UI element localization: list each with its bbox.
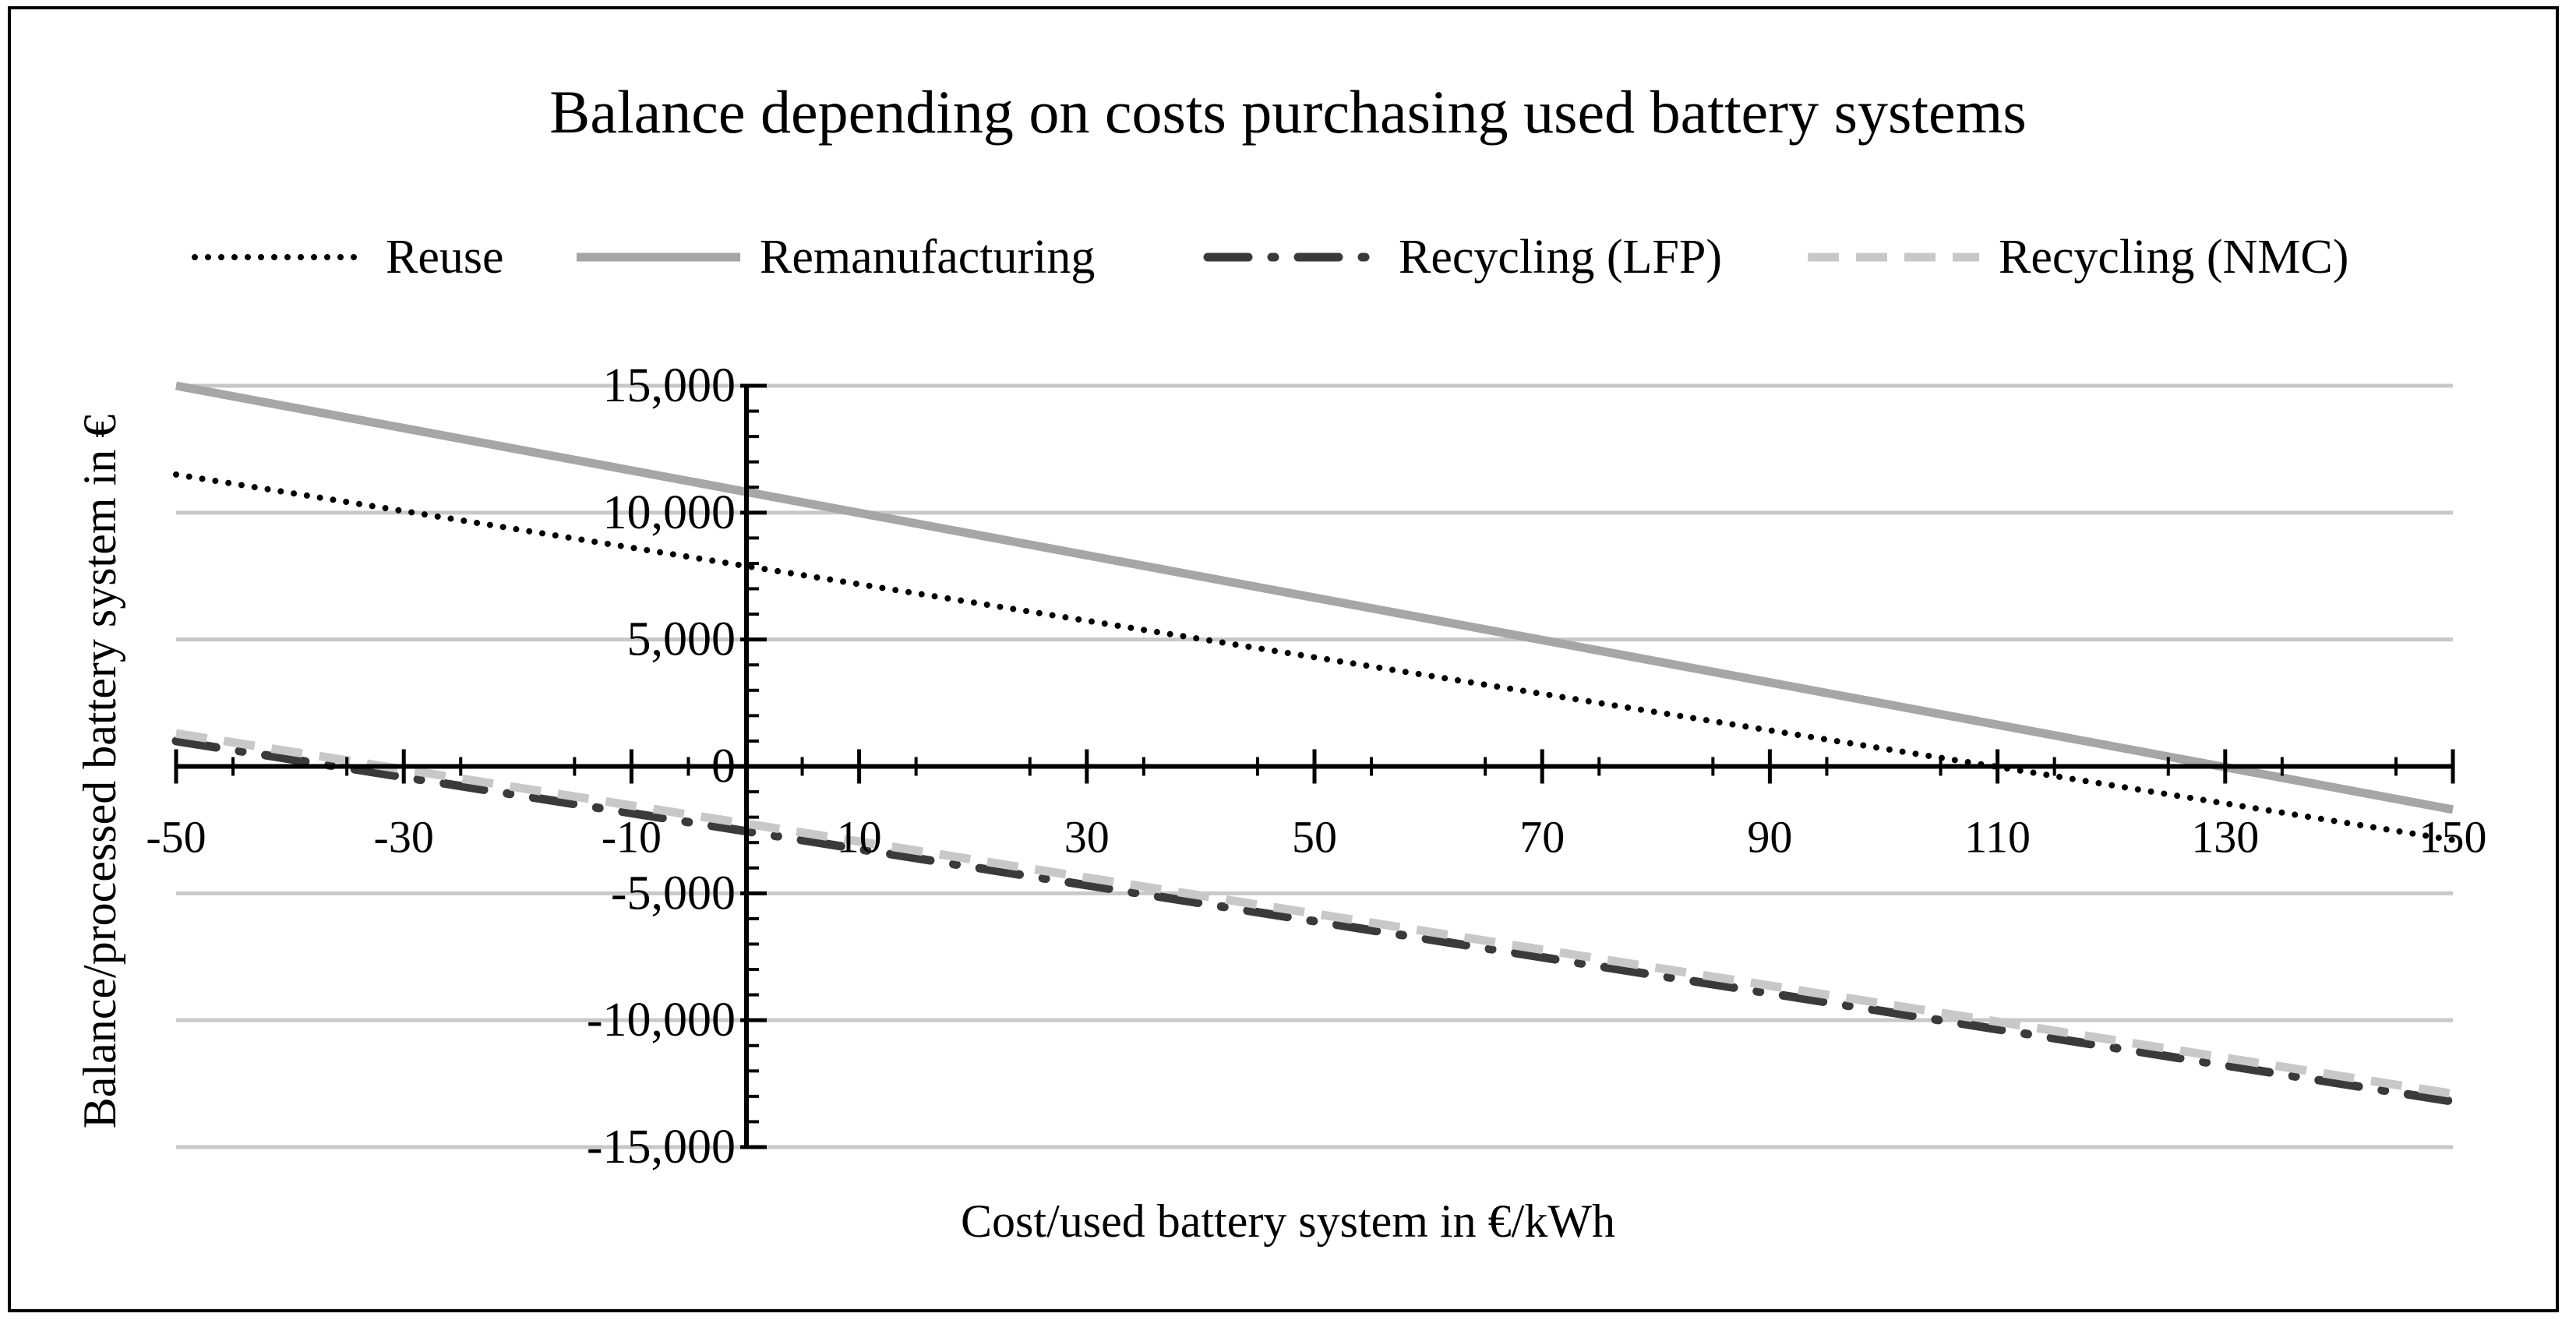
y-tick-label-4: -5,000 (611, 867, 736, 920)
legend-label-3: Recycling (NMC) (1999, 231, 2348, 284)
y-tick-label-3: 0 (711, 740, 736, 793)
x-tick-label-0: -50 (146, 812, 206, 863)
x-tick-label-8: 110 (1964, 812, 2031, 863)
y-tick-label-2: 5,000 (627, 613, 736, 666)
x-tick-label-7: 90 (1747, 812, 1792, 863)
y-axis-label: Balance/processed battery system in € (74, 415, 125, 1128)
y-tick-label-1: 10,000 (603, 486, 736, 539)
gridlines (176, 383, 2453, 1149)
x-tick-label-9: 130 (2191, 812, 2259, 863)
y-tick-label-6: -15,000 (587, 1121, 736, 1174)
x-tick-label-6: 70 (1519, 812, 1565, 863)
series-line-recycling-lfp (171, 736, 2458, 1106)
x-axis-label: Cost/used battery system in €/kWh (961, 1195, 1615, 1247)
series-line-reuse (173, 471, 2456, 843)
series-line-remanufacturing (175, 381, 2454, 814)
tick-labels: -50 -30 -10 10 30 50 70 90 110 130 150 15,000 10,000… (146, 359, 2486, 1174)
y-tick-label-0: 15,000 (603, 359, 736, 412)
chart-title: Balance depending on costs purchasing us… (549, 78, 2026, 146)
chart-frame (8, 6, 2559, 1312)
x-tick-label-2: -10 (602, 812, 662, 863)
y-tick-label-5: -10,000 (587, 994, 736, 1047)
legend-label-1: Remanufacturing (760, 231, 1095, 284)
legend: Reuse Remanufacturing Recycling (LFP) Recyc… (192, 231, 2348, 284)
legend-label-2: Recycling (LFP) (1399, 231, 1722, 284)
axes (174, 383, 2455, 1149)
x-tick-label-10: 150 (2419, 812, 2487, 863)
x-tick-label-3: 10 (837, 812, 882, 863)
legend-label-0: Reuse (386, 231, 504, 284)
x-tick-label-4: 30 (1064, 812, 1110, 863)
x-tick-label-5: 50 (1292, 812, 1337, 863)
series-lines (171, 381, 2458, 1106)
x-tick-label-1: -30 (374, 812, 434, 863)
